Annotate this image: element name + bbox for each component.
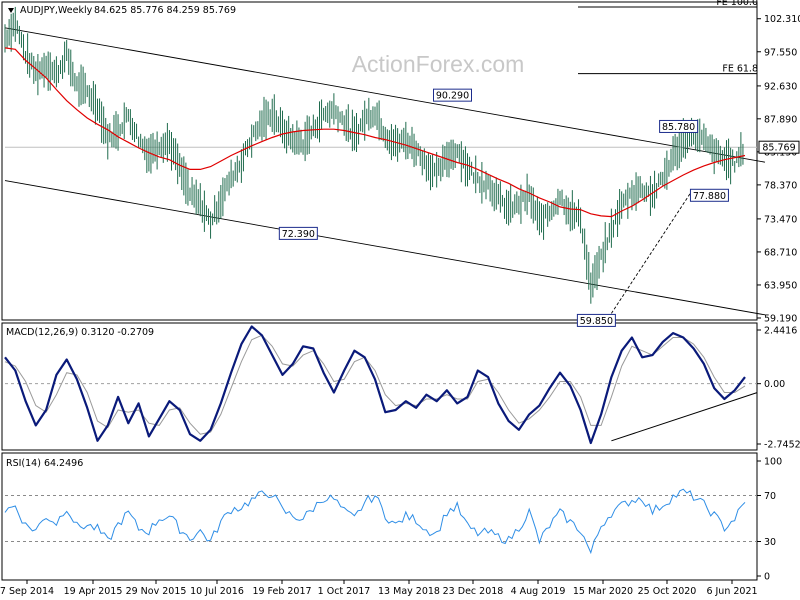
rsi-y-tick-label: 100 <box>764 457 782 468</box>
macd-y-tick-label: -2.7452 <box>764 440 800 451</box>
price-y-tick-label: 102.310 <box>764 14 800 25</box>
rsi-panel <box>1 452 758 581</box>
price-y-tick-label: 63.950 <box>764 280 797 291</box>
x-tick-label: 25 Oct 2020 <box>638 586 697 597</box>
price-y-tick-label: 78.370 <box>764 180 797 191</box>
x-tick-label: 4 Aug 2019 <box>511 586 566 597</box>
price-annotation-label: 77.880 <box>693 191 726 202</box>
x-tick-label: 15 Mar 2020 <box>573 586 633 597</box>
x-tick-label: 10 Jul 2016 <box>190 586 244 597</box>
last-price-label: 85.769 <box>762 143 795 154</box>
price-y-tick-label: 68.710 <box>764 247 797 258</box>
macd-title: MACD(12,26,9) 0.3120 -0.2709 <box>6 327 154 338</box>
price-annotation-label: 90.290 <box>436 91 469 102</box>
x-tick-label: 23 Dec 2018 <box>443 586 504 597</box>
rsi-y-tick-label: 30 <box>764 537 776 548</box>
rsi-line <box>4 488 746 555</box>
price-annotation-box <box>689 188 729 202</box>
macd-y-tick-label: 0.00 <box>764 379 785 390</box>
price-annotation-label: 85.780 <box>662 122 695 133</box>
price-y-tick-label: 87.890 <box>764 114 797 125</box>
title-marker-icon <box>8 8 14 13</box>
price-title: AUDJPY,Weekly <box>20 5 93 16</box>
price-layer: FE 100.0 FE 61.8 72.390 90.290 59.850 85.780 7… <box>4 0 766 327</box>
fib-label: FE 61.8 <box>722 64 758 75</box>
price-annotation-box <box>659 119 699 133</box>
x-tick-label: 7 Sep 2014 <box>0 586 54 597</box>
macd-y-tick-label: 2.4416 <box>764 326 797 337</box>
rsi-y-tick-label: 0 <box>764 572 770 583</box>
x-tick-label: 13 May 2018 <box>378 586 440 597</box>
axes-layer: 102.31097.55092.63087.89083.13078.37073.… <box>0 14 800 597</box>
price-annotation-box <box>278 226 318 240</box>
rsi-title: RSI(14) 64.2496 <box>6 458 83 469</box>
x-tick-label: 19 Feb 2017 <box>252 586 311 597</box>
x-tick-label: 1 Oct 2017 <box>318 586 371 597</box>
watermark: ActionForex.com <box>352 51 525 77</box>
price-annotation-label: 72.390 <box>282 229 315 240</box>
price-panel <box>1 1 758 321</box>
macd-signal-line <box>4 334 746 435</box>
price-y-tick-label: 59.190 <box>764 314 797 325</box>
macd-layer <box>4 325 758 445</box>
price-annotation-label: 59.850 <box>580 316 613 327</box>
price-y-tick-label: 92.630 <box>764 81 797 92</box>
price-y-tick-label: 73.470 <box>764 214 797 225</box>
moving-average-line <box>4 47 746 218</box>
macd-panel <box>1 322 758 451</box>
channel-lower-line <box>4 180 766 316</box>
x-tick-label: 6 Jun 2021 <box>706 586 757 597</box>
x-tick-label: 29 Nov 2015 <box>126 586 187 597</box>
rsi-layer <box>4 488 757 555</box>
last-price-box <box>758 140 800 154</box>
price-annotation-box <box>576 313 616 327</box>
channel-upper-line <box>4 27 766 163</box>
fib-label: FE 100.0 <box>716 0 758 8</box>
price-ohlc: 84.625 85.776 84.259 85.769 <box>94 5 236 16</box>
x-tick-label: 19 Apr 2015 <box>64 586 123 597</box>
macd-trendline <box>611 392 758 442</box>
rsi-y-tick-label: 70 <box>764 491 776 502</box>
price-annotation-box <box>433 88 472 102</box>
macd-line <box>4 325 746 445</box>
price-y-tick-label: 97.550 <box>764 47 797 58</box>
